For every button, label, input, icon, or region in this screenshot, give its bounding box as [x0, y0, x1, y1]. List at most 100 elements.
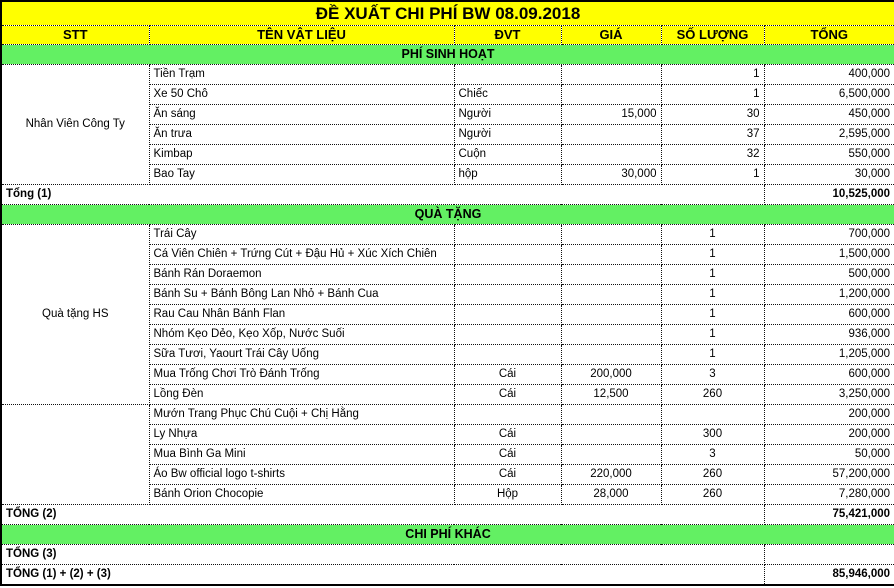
price-cell[interactable]: 12,500 [560, 384, 662, 405]
total-cell[interactable]: 550,000 [763, 144, 894, 165]
quantity-cell[interactable]: 260 [660, 464, 765, 485]
price-cell[interactable] [560, 424, 662, 445]
price-cell[interactable]: 200,000 [560, 364, 662, 385]
item-name-cell[interactable]: Cá Viên Chiên + Trứng Cút + Đậu Hủ + Xúc… [148, 244, 455, 265]
total-label-cell[interactable]: TỔNG (3) [0, 544, 765, 565]
unit-cell[interactable]: hộp [453, 164, 562, 185]
price-cell[interactable]: 28,000 [560, 484, 662, 505]
item-name-cell[interactable]: Mua Bình Ga Mini [148, 444, 455, 465]
item-name-cell[interactable]: Bánh Orion Chocopie [148, 484, 455, 505]
section-bar-cell[interactable]: PHÍ SINH HOẠT [0, 44, 894, 65]
price-cell[interactable] [560, 224, 662, 245]
total-cell[interactable]: 200,000 [763, 424, 894, 445]
column-header-dvt[interactable]: ĐVT [453, 25, 562, 45]
unit-cell[interactable] [453, 344, 562, 365]
total-value-cell[interactable]: 10,525,000 [763, 184, 894, 205]
unit-cell[interactable]: Cái [453, 464, 562, 485]
total-cell[interactable]: 1,205,000 [763, 344, 894, 365]
quantity-cell[interactable]: 30 [660, 104, 765, 125]
unit-cell[interactable]: Cái [453, 364, 562, 385]
item-name-cell[interactable]: Rau Cau Nhân Bánh Flan [148, 304, 455, 325]
total-cell[interactable]: 500,000 [763, 264, 894, 285]
price-cell[interactable] [560, 244, 662, 265]
quantity-cell[interactable]: 300 [660, 424, 765, 445]
unit-cell[interactable] [453, 244, 562, 265]
total-value-cell[interactable] [763, 544, 894, 565]
total-label-cell[interactable]: TỔNG (2) [0, 504, 765, 525]
total-value-cell[interactable]: 75,421,000 [763, 504, 894, 525]
item-name-cell[interactable]: Ly Nhựa [148, 424, 455, 445]
total-cell[interactable]: 3,250,000 [763, 384, 894, 405]
total-cell[interactable]: 57,200,000 [763, 464, 894, 485]
quantity-cell[interactable]: 1 [660, 304, 765, 325]
price-cell[interactable] [560, 284, 662, 305]
total-cell[interactable]: 936,000 [763, 324, 894, 345]
total-value-cell[interactable]: 85,946,000 [763, 564, 894, 586]
unit-cell[interactable] [453, 64, 562, 85]
unit-cell[interactable]: Chiếc [453, 84, 562, 105]
item-name-cell[interactable]: Ăn trưa [148, 124, 455, 145]
quantity-cell[interactable]: 37 [660, 124, 765, 145]
item-name-cell[interactable]: Mua Trống Chơi Trò Đánh Trống [148, 364, 455, 385]
total-cell[interactable]: 30,000 [763, 164, 894, 185]
total-cell[interactable]: 50,000 [763, 444, 894, 465]
price-cell[interactable]: 15,000 [560, 104, 662, 125]
total-cell[interactable]: 2,595,000 [763, 124, 894, 145]
total-cell[interactable]: 1,500,000 [763, 244, 894, 265]
group-label-cell[interactable] [0, 404, 150, 505]
unit-cell[interactable] [453, 264, 562, 285]
quantity-cell[interactable]: 1 [660, 164, 765, 185]
group-label-cell[interactable]: Quà tặng HS [0, 224, 150, 405]
price-cell[interactable] [560, 124, 662, 145]
unit-cell[interactable] [453, 224, 562, 245]
total-cell[interactable]: 700,000 [763, 224, 894, 245]
price-cell[interactable] [560, 144, 662, 165]
item-name-cell[interactable]: Tiền Trạm [148, 64, 455, 85]
total-cell[interactable]: 600,000 [763, 304, 894, 325]
total-cell[interactable]: 400,000 [763, 64, 894, 85]
item-name-cell[interactable]: Áo Bw official logo t-shirts [148, 464, 455, 485]
total-cell[interactable]: 450,000 [763, 104, 894, 125]
column-header-ten-vat-lieu[interactable]: TÊN VẬT LIỆU [148, 25, 455, 45]
total-cell[interactable]: 7,280,000 [763, 484, 894, 505]
unit-cell[interactable]: Cái [453, 384, 562, 405]
quantity-cell[interactable]: 260 [660, 484, 765, 505]
unit-cell[interactable]: Cái [453, 444, 562, 465]
price-cell[interactable]: 30,000 [560, 164, 662, 185]
total-cell[interactable]: 6,500,000 [763, 84, 894, 105]
item-name-cell[interactable]: Ăn sáng [148, 104, 455, 125]
item-name-cell[interactable]: Mướn Trang Phục Chú Cuội + Chị Hằng [148, 404, 455, 425]
column-header-so-luong[interactable]: SỐ LƯỢNG [660, 25, 765, 45]
price-cell[interactable] [560, 264, 662, 285]
item-name-cell[interactable]: Nhóm Kẹo Dẻo, Kẹo Xốp, Nước Suối [148, 324, 455, 345]
price-cell[interactable] [560, 324, 662, 345]
item-name-cell[interactable]: Bánh Rán Doraemon [148, 264, 455, 285]
column-header-gia[interactable]: GIÁ [560, 25, 662, 45]
group-label-cell[interactable]: Nhân Viên Công Ty [0, 64, 150, 185]
section-bar-cell[interactable]: CHI PHÍ KHÁC [0, 524, 894, 545]
quantity-cell[interactable]: 3 [660, 364, 765, 385]
item-name-cell[interactable]: Xe 50 Chô [148, 84, 455, 105]
quantity-cell[interactable]: 1 [660, 64, 765, 85]
quantity-cell[interactable]: 3 [660, 444, 765, 465]
unit-cell[interactable]: Người [453, 124, 562, 145]
unit-cell[interactable] [453, 324, 562, 345]
unit-cell[interactable]: Cái [453, 424, 562, 445]
item-name-cell[interactable]: Lồng Đèn [148, 384, 455, 405]
item-name-cell[interactable]: Kimbap [148, 144, 455, 165]
total-cell[interactable]: 600,000 [763, 364, 894, 385]
unit-cell[interactable] [453, 284, 562, 305]
unit-cell[interactable]: Người [453, 104, 562, 125]
quantity-cell[interactable]: 1 [660, 84, 765, 105]
price-cell[interactable] [560, 304, 662, 325]
price-cell[interactable] [560, 84, 662, 105]
quantity-cell[interactable]: 32 [660, 144, 765, 165]
item-name-cell[interactable]: Bao Tay [148, 164, 455, 185]
price-cell[interactable] [560, 64, 662, 85]
total-cell[interactable]: 1,200,000 [763, 284, 894, 305]
section-bar-cell[interactable]: QUÀ TẶNG [0, 204, 894, 225]
total-label-cell[interactable]: TỔNG (1) + (2) + (3) [0, 564, 765, 586]
price-cell[interactable] [560, 404, 662, 425]
price-cell[interactable] [560, 444, 662, 465]
quantity-cell[interactable]: 1 [660, 284, 765, 305]
